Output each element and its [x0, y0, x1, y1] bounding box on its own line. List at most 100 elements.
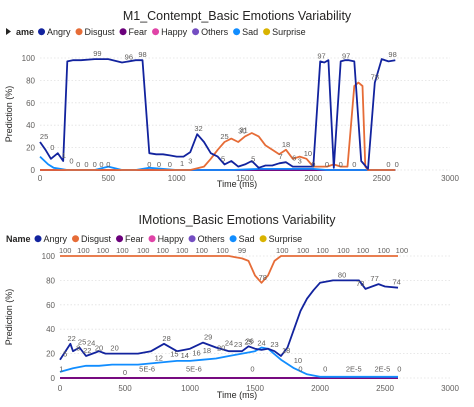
data-label: 23 [270, 340, 278, 349]
legend-item-sad: Sad [239, 234, 255, 244]
data-label: 0 [99, 160, 103, 169]
data-label: 100 [156, 246, 169, 255]
chart-title: IMotions_Basic Emotions Variability [138, 213, 336, 227]
data-label: 5 [221, 154, 225, 163]
data-label: 0 [325, 160, 329, 169]
data-label: 100 [176, 246, 189, 255]
y-tick-label: 60 [26, 99, 35, 108]
data-label: 8 [76, 344, 80, 353]
data-label: 100 [137, 246, 150, 255]
data-label: 24 [87, 339, 95, 348]
x-tick-label: 2000 [304, 174, 322, 183]
series-line-angry [39, 58, 396, 170]
data-label: 25 [40, 132, 48, 141]
data-label: 29 [204, 333, 212, 342]
data-label: 18 [282, 346, 290, 355]
x-tick-label: 2000 [311, 384, 329, 393]
data-label: 0 [339, 160, 343, 169]
legend-marker-sad [229, 235, 237, 243]
legend-marker-happy [152, 28, 160, 36]
data-label: 99 [93, 49, 101, 58]
x-tick-label: 3000 [441, 174, 459, 183]
y-tick-label: 20 [26, 144, 35, 153]
x-tick-label: 1000 [181, 384, 199, 393]
data-label: 31 [239, 125, 247, 134]
data-label: 0 [157, 160, 161, 169]
data-label: 0 [50, 143, 54, 152]
data-label: 5 [63, 350, 67, 359]
y-tick-label: 0 [31, 166, 36, 175]
legend-marker-angry [34, 235, 42, 243]
data-label: 0 [93, 160, 97, 169]
data-label: 0 [69, 157, 73, 166]
data-label: 1 [62, 151, 66, 160]
data-label: 2E-5 [346, 364, 362, 373]
data-label: 1 [59, 364, 63, 373]
legend-scroll-left-icon[interactable] [6, 28, 11, 35]
legend-item-happy: Happy [161, 27, 188, 37]
data-label: 3 [188, 157, 192, 166]
data-label: 80 [338, 270, 346, 279]
x-tick-label: 1500 [246, 384, 264, 393]
data-label: 100 [316, 246, 329, 255]
data-label: 100 [276, 246, 289, 255]
data-label: 100 [97, 246, 110, 255]
data-label: 0 [123, 368, 127, 377]
y-tick-label: 80 [46, 276, 55, 285]
data-label: 14 [181, 351, 189, 360]
data-label: 78 [371, 73, 379, 82]
data-label: 100 [116, 246, 129, 255]
legend-marker-fear [116, 235, 124, 243]
legend-item-angry: Angry [47, 27, 71, 37]
y-tick-label: 0 [51, 374, 56, 383]
data-label: 0 [106, 160, 110, 169]
data-label: 97 [342, 51, 350, 60]
data-label: 16 [192, 348, 200, 357]
legend-item-others: Others [198, 234, 226, 244]
data-label: 5 [251, 154, 255, 163]
data-label: 100 [396, 246, 409, 255]
data-label: 100 [357, 246, 370, 255]
x-tick-label: 0 [38, 174, 43, 183]
data-label: 6 [292, 153, 296, 162]
legend-marker-sad [233, 28, 241, 36]
y-tick-label: 80 [26, 76, 35, 85]
y-tick-label: 20 [46, 350, 55, 359]
data-label: 25 [244, 338, 252, 347]
data-label: 30 [238, 126, 246, 135]
series-line-sad [59, 346, 398, 378]
legend-item-happy: Happy [158, 234, 185, 244]
legend-label: ame [16, 27, 34, 37]
y-tick-label: 40 [46, 325, 55, 334]
data-label: 100 [77, 246, 90, 255]
legend-marker-others [192, 28, 200, 36]
y-tick-label: 100 [22, 54, 36, 63]
series-line-disgust [60, 255, 398, 284]
data-label: 99 [238, 246, 246, 255]
y-axis-title: Prediction (%) [4, 86, 14, 143]
data-label: 2E-5 [374, 364, 390, 373]
x-tick-label: 2500 [376, 384, 394, 393]
data-label: 5E-6 [139, 364, 155, 373]
data-label: 0 [386, 160, 390, 169]
data-label: 74 [393, 278, 401, 287]
data-label: 28 [162, 334, 170, 343]
x-tick-label: 500 [102, 174, 116, 183]
data-label: 100 [377, 246, 390, 255]
data-label: 100 [337, 246, 350, 255]
x-tick-label: 1500 [236, 174, 254, 183]
legend-item-surprise: Surprise [272, 27, 306, 37]
data-label: 10 [294, 356, 302, 365]
y-axis-title: Prediction (%) [4, 289, 14, 346]
legend-item-disgust: Disgust [85, 27, 116, 37]
legend-marker-disgust [75, 28, 83, 36]
legend-marker-others [188, 235, 196, 243]
data-label: 24 [225, 339, 233, 348]
legend-marker-happy [148, 235, 156, 243]
data-label: 25 [220, 132, 228, 141]
data-label: 0 [147, 160, 151, 169]
legend-label: Name [6, 234, 31, 244]
x-axis-title: Time (ms) [217, 179, 257, 189]
data-label: 78 [259, 273, 267, 282]
